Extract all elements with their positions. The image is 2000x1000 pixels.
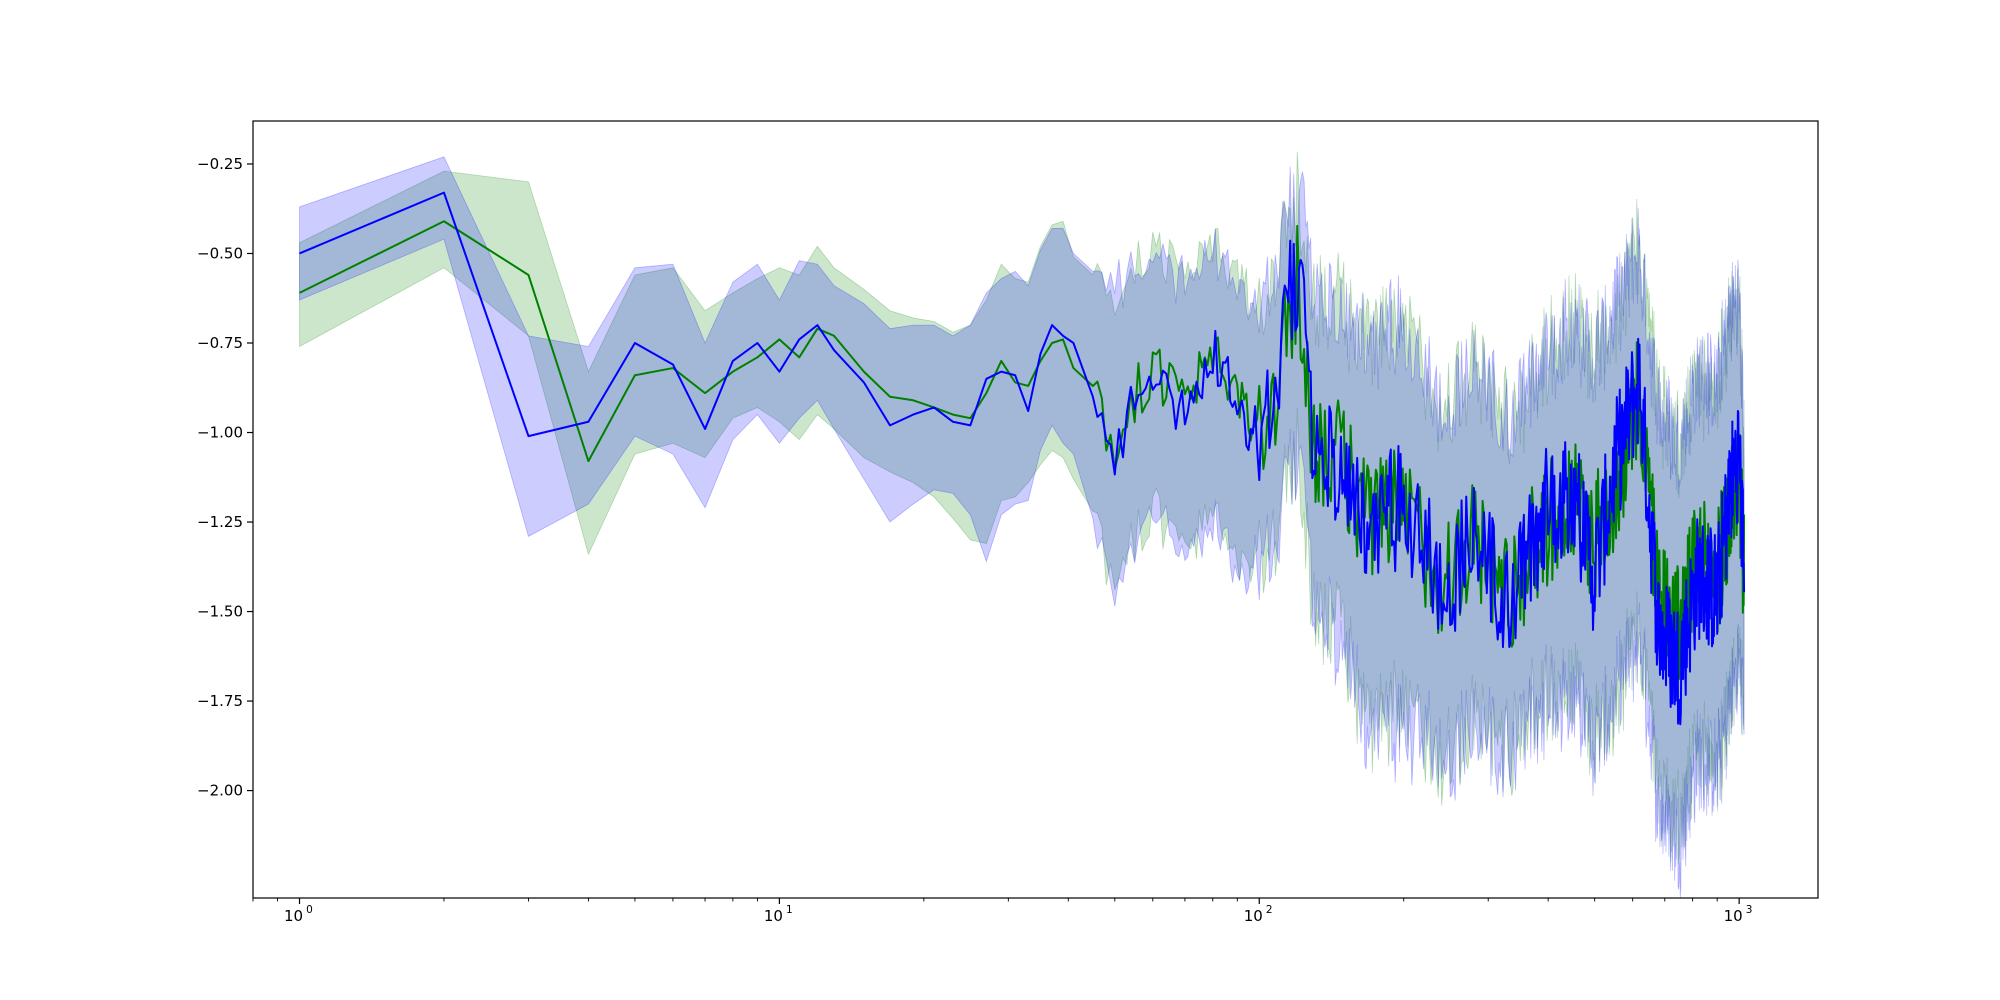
x-tick-label: 10 (1244, 907, 1263, 925)
y-tick-label: −2.00 (197, 782, 243, 800)
x-tick-exponent: 3 (1746, 904, 1753, 916)
y-tick-label: −1.00 (197, 424, 243, 442)
y-axis-ticks: −0.25 −0.50 −0.75 −1.00 −1.25 −1.50 −1.75 −2.00 (197, 155, 253, 800)
series-lines (299, 191, 1746, 726)
x-tick-label: 10 (284, 907, 303, 925)
series-2-band (299, 156, 1745, 899)
x-tick-exponent: 0 (306, 904, 313, 916)
y-tick-label: −1.25 (197, 513, 243, 531)
y-tick-label: −1.75 (197, 692, 243, 710)
x-tick-exponent: 1 (786, 904, 793, 916)
x-tick-exponent: 2 (1266, 904, 1273, 916)
series-1-band (299, 151, 1745, 864)
x-tick-label: 10 (1724, 907, 1743, 925)
y-tick-label: −0.75 (197, 334, 243, 352)
y-tick-label: −1.50 (197, 603, 243, 621)
x-tick-label: 10 (764, 907, 783, 925)
y-tick-label: −0.25 (197, 155, 243, 173)
plot-area-frame (252, 120, 1819, 899)
y-tick-label: −0.50 (197, 244, 243, 262)
series-2-line (299, 191, 1746, 726)
confidence-bands (299, 151, 1745, 899)
